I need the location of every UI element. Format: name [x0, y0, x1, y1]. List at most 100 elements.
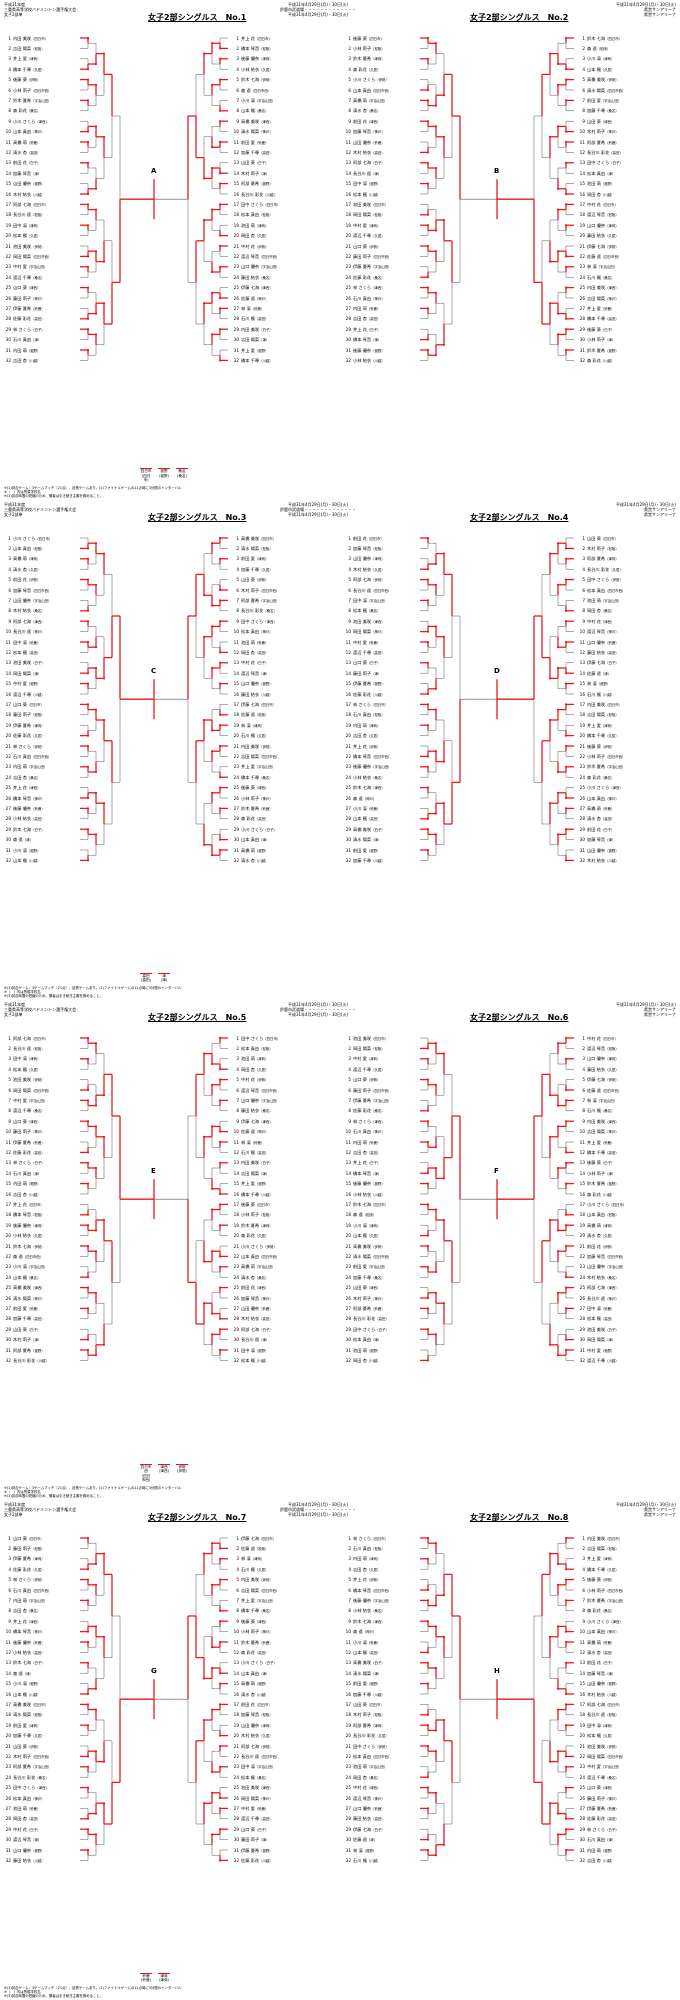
win-node [426, 307, 430, 310]
player-entry: 8 佐藤 彩花（桑名） [344, 1108, 384, 1113]
player-name: 後藤 優奈 [13, 1639, 32, 1645]
seed-number: 20 [233, 1733, 239, 1739]
seed-number: 4 [348, 566, 351, 572]
seed-number: 26 [5, 1795, 11, 1801]
player-club: （四日市西） [31, 1754, 52, 1759]
player-entry: 11 池田 萌（鈴鹿） [232, 640, 269, 645]
win-node [218, 328, 222, 331]
player-club: （桑名） [605, 1775, 619, 1780]
seed-number: 5 [348, 1577, 351, 1583]
win-node [202, 1718, 206, 1722]
seed-number: 21 [233, 1243, 239, 1249]
seed-number: 7 [582, 97, 585, 103]
seed-number: 9 [236, 118, 239, 124]
player-name: 石川 楓 [241, 1566, 255, 1572]
player-name: 吉田 杏 [587, 1857, 601, 1863]
player-entry: 24 渡辺 千尋（桑名） [4, 275, 45, 280]
seed-number: 12 [579, 149, 585, 155]
win-node [218, 1140, 222, 1144]
seed-number: 20 [579, 1233, 585, 1239]
player-club: （四日市） [600, 1036, 618, 1041]
seed-number: 14 [345, 170, 351, 176]
sheet-header-right: 平成31年4月29日(月)・30日(火) 県営サンアリーナ 県営サンアリーナ [616, 1502, 676, 1517]
seed-number: 28 [233, 1316, 239, 1322]
player-club: （川越） [600, 192, 615, 197]
player-entry: 24 山本 楓（桑名） [4, 1275, 41, 1280]
sheet-title-left: 女子2部シングルス No.1 [148, 13, 247, 22]
player-club: （宇治山田） [259, 598, 280, 603]
player-entry: 18 清水 陽菜（松阪） [4, 1712, 45, 1717]
player-name: 松本 楓 [353, 608, 367, 614]
player-name: 小林 莉子 [587, 1170, 606, 1176]
seed-number: 28 [345, 316, 351, 322]
seed-number: 26 [579, 1295, 585, 1301]
player-entry: 29 内田 美咲（白子） [232, 327, 273, 332]
win-node [218, 1672, 222, 1675]
seed-number: 15 [579, 681, 585, 687]
win-node [564, 796, 568, 800]
player-entry: 23 田中 凛（宇治山田） [232, 1764, 276, 1769]
seed-number: 13 [5, 1660, 11, 1666]
player-entry: 25 伊藤 七海（津西） [232, 285, 273, 290]
player-name: 山本 真由 [587, 795, 606, 801]
player-entry: 20 清水 杏（久居） [578, 1233, 615, 1239]
sheet-header-center: 平成31年4月29日(月)・30日(火) 鈴鹿市武道場・・・・・・・・・・・・・平… [280, 1502, 356, 1517]
win-node [86, 265, 90, 268]
win-node [94, 1812, 98, 1815]
seed-number: 14 [233, 1170, 239, 1176]
player-club: （伊勢） [26, 578, 41, 583]
seed-number: 7 [8, 1597, 11, 1603]
seed-number: 16 [345, 691, 351, 697]
player-club: （松阪） [596, 46, 611, 51]
player-entry: 7 阿部 夏希（宇治山田） [232, 598, 279, 603]
player-club: （神戸） [605, 796, 619, 801]
seed-number: 32 [345, 1857, 351, 1863]
player-name: 加藤 琴音 [241, 1295, 260, 1301]
player-name: 田中 凛 [353, 181, 367, 187]
player-club: （四日市） [26, 1536, 44, 1541]
player-name: 佐藤 遥 [353, 1837, 367, 1843]
player-name: 山田 葵 [241, 577, 255, 583]
player-club: （津） [259, 838, 270, 843]
player-entry: 16 木村 結衣（川越） [4, 192, 45, 197]
seed-number: 27 [579, 1805, 585, 1811]
player-club: （津西） [254, 786, 269, 791]
player-name: 渡辺 千尋 [241, 1816, 260, 1822]
player-name: 山本 真由 [353, 87, 372, 93]
player-name: 清水 杏 [241, 857, 255, 863]
seed-number: 30 [5, 1837, 11, 1843]
seed-number: 26 [233, 795, 239, 801]
seed-number: 3 [348, 556, 351, 562]
player-name: 後藤 優奈 [241, 56, 260, 62]
seed-number: 2 [582, 45, 585, 51]
seed-number: 32 [5, 1857, 11, 1863]
seed-number: 14 [5, 670, 11, 676]
player-entry: 10 石川 真由（神戸） [344, 1129, 385, 1134]
seed-number: 15 [579, 1181, 585, 1187]
seed-number: 3 [8, 1556, 11, 1562]
player-entry: 7 鈴木 夏希（宇治山田） [578, 1598, 625, 1603]
seed-number: 27 [5, 305, 11, 311]
win-node [434, 354, 438, 357]
seed-number: 5 [348, 77, 351, 83]
player-entry: 9 田中 さくら（津西） [232, 619, 277, 624]
player-entry: 30 岡田 陽菜（津） [578, 1337, 616, 1342]
seed-number: 16 [579, 191, 585, 197]
player-entry: 20 森 彩花（久居） [232, 1233, 269, 1238]
win-node [210, 1208, 214, 1211]
player-entry: 15 田中 凛（菰野） [344, 181, 381, 187]
seed-number: 27 [579, 805, 585, 811]
player-entry: 11 阿部 夏希（鈴鹿） [578, 140, 619, 145]
player-club: （津商） [31, 723, 45, 728]
player-name: 池田 美咲 [587, 1326, 606, 1332]
seed-number: 11 [5, 139, 11, 145]
player-name: 岡田 陽菜 [13, 670, 32, 676]
win-node [548, 1802, 552, 1805]
player-entry: 16 吉田 杏（川越） [4, 1192, 41, 1197]
player-entry: 29 山口 葵（白子） [232, 1827, 269, 1832]
win-node [426, 99, 430, 102]
win-node [86, 99, 90, 102]
win-node [442, 802, 446, 805]
player-club: （桑名） [259, 1609, 273, 1614]
seed-number: 8 [8, 608, 11, 614]
